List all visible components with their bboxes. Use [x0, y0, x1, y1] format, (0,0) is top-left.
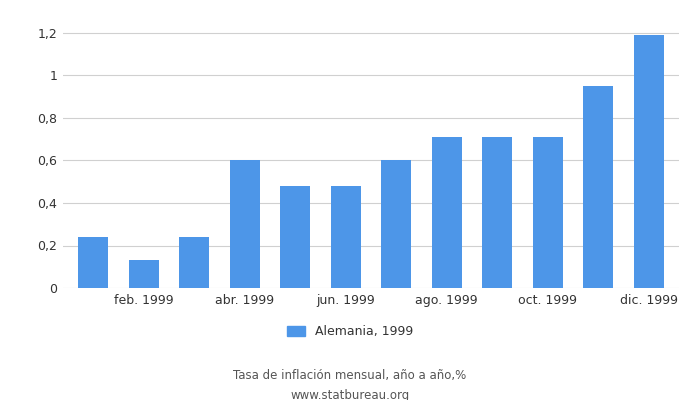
- Bar: [634, 35, 664, 288]
- Bar: [482, 137, 512, 288]
- Bar: [583, 86, 613, 288]
- Legend: Alemania, 1999: Alemania, 1999: [283, 321, 417, 342]
- Text: www.statbureau.org: www.statbureau.org: [290, 390, 410, 400]
- Text: Tasa de inflación mensual, año a año,%: Tasa de inflación mensual, año a año,%: [233, 370, 467, 382]
- Bar: [533, 137, 563, 288]
- Bar: [129, 260, 159, 288]
- Bar: [381, 160, 412, 288]
- Bar: [280, 186, 310, 288]
- Bar: [230, 160, 260, 288]
- Bar: [78, 237, 108, 288]
- Bar: [330, 186, 361, 288]
- Bar: [179, 237, 209, 288]
- Bar: [432, 137, 462, 288]
